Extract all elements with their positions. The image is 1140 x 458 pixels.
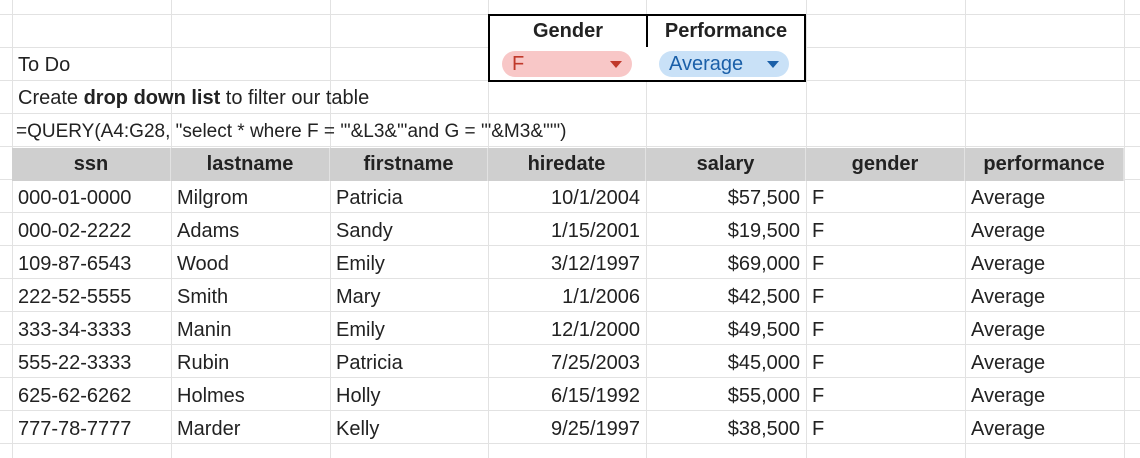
gender-filter-cell[interactable]: F (488, 47, 648, 82)
table-cell-hiredate[interactable]: 3/12/1997 (551, 253, 640, 275)
table-cell-ssn[interactable]: 625-62-6262 (18, 385, 132, 407)
chevron-down-icon (767, 61, 779, 68)
table-cell-lastname[interactable]: Rubin (177, 352, 230, 374)
table-cell-lastname[interactable]: Holmes (177, 385, 245, 407)
grid-line (0, 377, 1140, 378)
table-cell-gender[interactable]: F (812, 319, 825, 341)
grid-line (488, 0, 489, 458)
gender-filter-header: Gender (488, 14, 648, 49)
table-cell-lastname[interactable]: Adams (177, 220, 240, 242)
table-cell-firstname[interactable]: Patricia (336, 187, 403, 209)
table-cell-lastname[interactable]: Smith (177, 286, 229, 308)
table-cell-ssn[interactable]: 000-02-2222 (18, 220, 132, 242)
column-header-hiredate[interactable]: hiredate (488, 148, 646, 181)
grid-line (0, 146, 1140, 147)
column-header-performance[interactable]: performance (965, 148, 1124, 181)
column-header-ssn[interactable]: ssn (12, 148, 171, 181)
table-cell-salary[interactable]: $49,500 (727, 319, 800, 341)
table-cell-hiredate[interactable]: 1/15/2001 (551, 220, 640, 242)
table-cell-lastname[interactable]: Milgrom (177, 187, 249, 209)
table-cell-salary[interactable]: $42,500 (727, 286, 800, 308)
table-cell-hiredate[interactable]: 12/1/2000 (551, 319, 640, 341)
grid-line (0, 311, 1140, 312)
table-cell-hiredate[interactable]: 9/25/1997 (551, 418, 640, 440)
grid-line (0, 245, 1140, 246)
grid-line (806, 0, 807, 458)
column-header-gender[interactable]: gender (806, 148, 965, 181)
table-cell-salary[interactable]: $19,500 (727, 220, 800, 242)
grid-line (0, 113, 1140, 114)
table-cell-gender[interactable]: F (812, 220, 825, 242)
todo-label: To Do (18, 54, 71, 76)
table-cell-performance[interactable]: Average (971, 385, 1046, 407)
gender-dropdown[interactable]: F (502, 51, 632, 77)
table-cell-hiredate[interactable]: 10/1/2004 (551, 187, 640, 209)
table-cell-gender[interactable]: F (812, 385, 825, 407)
table-cell-performance[interactable]: Average (971, 220, 1046, 242)
table-cell-performance[interactable]: Average (971, 286, 1046, 308)
table-cell-ssn[interactable]: 333-34-3333 (18, 319, 132, 341)
table-cell-salary[interactable]: $57,500 (727, 187, 800, 209)
grid-line (0, 410, 1140, 411)
grid-line (330, 0, 331, 458)
column-header-salary[interactable]: salary (646, 148, 806, 181)
table-cell-lastname[interactable]: Manin (177, 319, 232, 341)
column-header-lastname[interactable]: lastname (171, 148, 330, 181)
table-cell-ssn[interactable]: 000-01-0000 (18, 187, 132, 209)
table-cell-performance[interactable]: Average (971, 418, 1046, 440)
table-cell-gender[interactable]: F (812, 253, 825, 275)
table-cell-firstname[interactable]: Emily (336, 319, 385, 341)
grid-line (0, 443, 1140, 444)
table-cell-firstname[interactable]: Holly (336, 385, 381, 407)
table-cell-firstname[interactable]: Emily (336, 253, 385, 275)
chevron-down-icon (610, 61, 622, 68)
table-cell-ssn[interactable]: 109-87-6543 (18, 253, 132, 275)
grid-line (171, 0, 172, 458)
table-cell-salary[interactable]: $45,000 (727, 352, 800, 374)
gender-dropdown-value: F (512, 53, 525, 75)
table-cell-ssn[interactable]: 222-52-5555 (18, 286, 132, 308)
grid-line (0, 344, 1140, 345)
table-cell-ssn[interactable]: 777-78-7777 (18, 418, 132, 440)
table-cell-firstname[interactable]: Sandy (336, 220, 393, 242)
table-cell-performance[interactable]: Average (971, 352, 1046, 374)
performance-dropdown[interactable]: Average (659, 51, 789, 77)
grid-line (1124, 0, 1125, 458)
table-cell-salary[interactable]: $55,000 (727, 385, 800, 407)
instruction-bold: drop down list (83, 87, 221, 109)
table-cell-hiredate[interactable]: 7/25/2003 (551, 352, 640, 374)
column-header-firstname[interactable]: firstname (330, 148, 488, 181)
grid-line (0, 212, 1140, 213)
table-cell-firstname[interactable]: Patricia (336, 352, 403, 374)
table-cell-performance[interactable]: Average (971, 253, 1046, 275)
grid-line (12, 0, 13, 458)
table-cell-gender[interactable]: F (812, 352, 825, 374)
instruction-prefix: Create (18, 87, 84, 109)
instruction-text: Create drop down list to filter our tabl… (12, 82, 375, 115)
table-cell-performance[interactable]: Average (971, 187, 1046, 209)
table-cell-ssn[interactable]: 555-22-3333 (18, 352, 132, 374)
query-formula[interactable]: =QUERY(A4:G28, "select * where F = '"&L3… (16, 121, 567, 142)
table-cell-salary[interactable]: $38,500 (727, 418, 800, 440)
table-cell-hiredate[interactable]: 1/1/2006 (562, 286, 640, 308)
table-cell-lastname[interactable]: Wood (177, 253, 229, 275)
table-cell-firstname[interactable]: Mary (336, 286, 381, 308)
table-cell-salary[interactable]: $69,000 (727, 253, 800, 275)
table-cell-gender[interactable]: F (812, 187, 825, 209)
table-cell-firstname[interactable]: Kelly (336, 418, 380, 440)
performance-filter-cell[interactable]: Average (646, 47, 806, 82)
grid-line (0, 278, 1140, 279)
table-cell-gender[interactable]: F (812, 418, 825, 440)
grid-line (646, 0, 647, 458)
table-cell-hiredate[interactable]: 6/15/1992 (551, 385, 640, 407)
grid-line (965, 0, 966, 458)
performance-dropdown-value: Average (669, 53, 744, 75)
instruction-suffix: to filter our table (220, 87, 370, 109)
table-cell-performance[interactable]: Average (971, 319, 1046, 341)
table-cell-gender[interactable]: F (812, 286, 825, 308)
performance-filter-header: Performance (646, 14, 806, 49)
table-cell-lastname[interactable]: Marder (177, 418, 241, 440)
